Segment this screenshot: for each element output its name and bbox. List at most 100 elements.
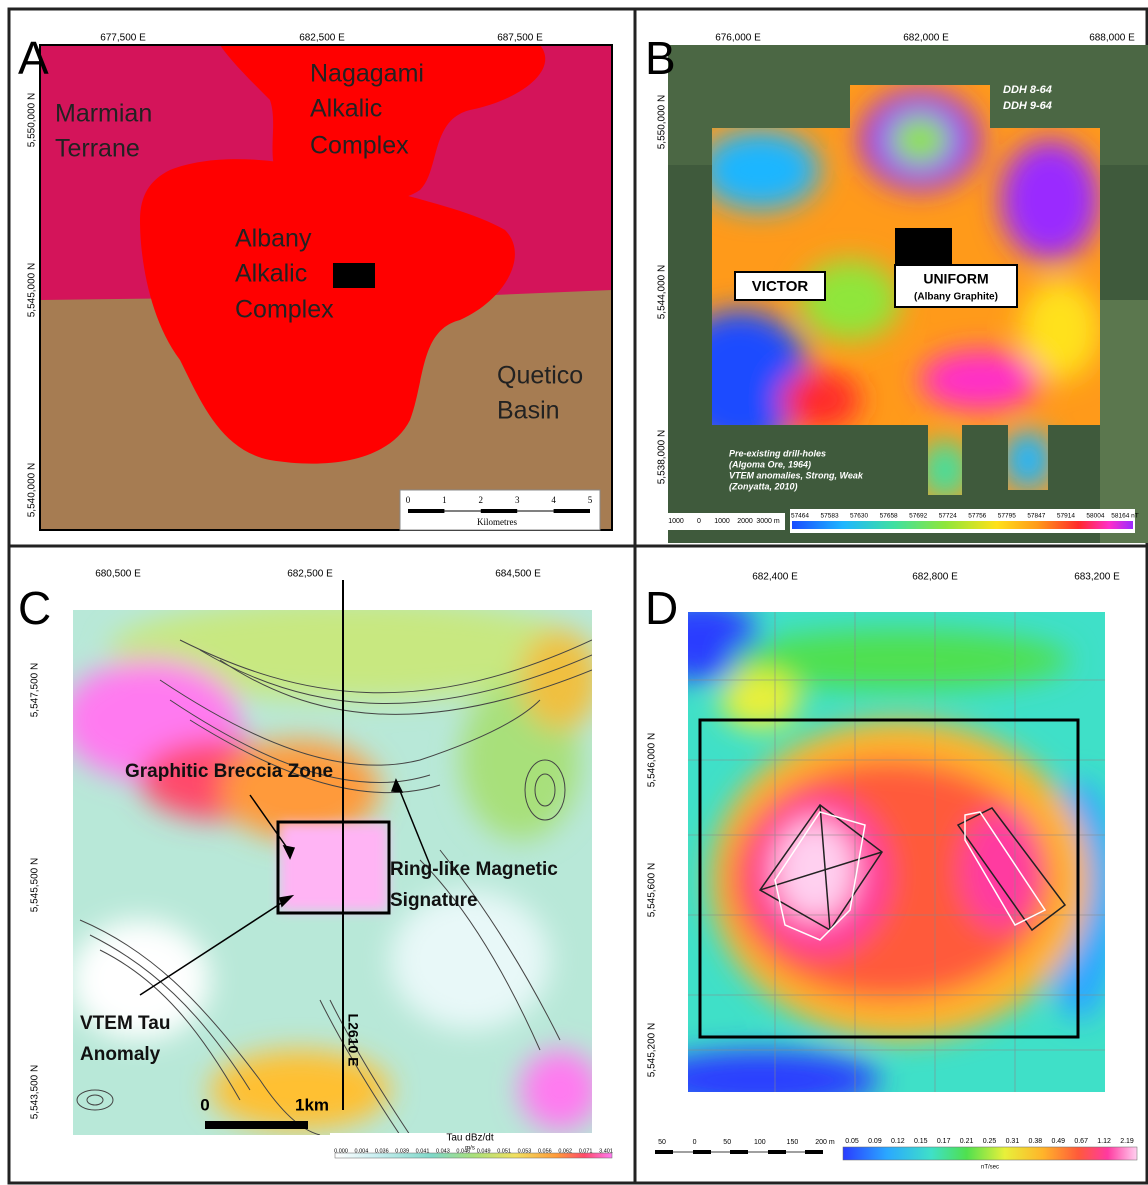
scale-label: 5 [588,495,593,505]
scale-label: 2000 [737,518,753,525]
y-coordinate: 5,550,000 N [657,95,668,150]
scale-label: 0.051 [497,1148,511,1154]
scale-label: 57583 [821,513,839,520]
scale-label: 0 [200,1095,209,1114]
scale-label: 50 [658,1139,666,1146]
colorbar-title: Tau dBz/dt [446,1133,493,1144]
annotation: VTEM Tau [80,1013,170,1034]
scale-label: 0.036 [375,1148,389,1154]
drill-hole-label: DDH 8-64 [1003,84,1052,96]
y-coordinate: 5,545,200 N [647,1023,658,1078]
scale-label: 2 [479,495,484,505]
target-label: UNIFORM [923,271,988,287]
target-label: VICTOR [752,278,809,295]
legend-text: VTEM anomalies, Strong, Weak [729,470,864,480]
scale-label: 57847 [1027,513,1045,520]
x-coordinate: 682,500 E [299,33,345,44]
x-coordinate: 682,800 E [912,572,958,583]
x-coordinate: 682,500 E [287,569,333,580]
region-label: Quetico [497,362,583,390]
scale-label: 58004 [1086,513,1104,520]
scale-label: 0.041 [416,1148,430,1154]
scale-label: 200 m [815,1139,835,1146]
panel-letter: A [18,32,49,84]
scale-label: 50 [723,1139,731,1146]
annotation: Anomaly [80,1044,161,1065]
scale-label: 57692 [909,513,927,520]
scale-label: 57756 [968,513,986,520]
line-label: L2610 E [345,1014,361,1067]
scale-label: 150 [787,1139,799,1146]
annotation: Graphitic Breccia Zone [125,761,333,782]
scale-label: 0.49 [1051,1138,1065,1145]
scale-label: 4 [551,495,556,505]
x-coordinate: 676,000 E [715,33,761,44]
annotation: Signature [390,890,478,911]
y-coordinate: 5,547,500 N [30,663,41,718]
y-coordinate: 5,545,600 N [647,863,658,918]
scale-label: 0.046 [456,1148,470,1154]
scale-label: 57914 [1057,513,1075,520]
target-note: (Albany Graphite) [914,292,998,303]
scale-label: 0.053 [518,1148,532,1154]
scale-label: 1000 [714,518,730,525]
y-coordinate: 5,543,500 N [30,1065,41,1120]
scale-label: 0.049 [477,1148,491,1154]
scale-label: 3.401 [599,1148,613,1154]
scale-label: 57658 [880,513,898,520]
scale-label: 3 [515,495,520,505]
region-label: Nagagami [310,60,424,88]
panel-letter: C [18,582,51,634]
scale-label: 58164 nT [1111,513,1138,520]
panel-letter: B [645,32,676,84]
scale-label: 0.17 [937,1138,951,1145]
y-coordinate: 5,545,000 N [27,263,38,318]
scale-label: 2.19 [1120,1138,1134,1145]
drill-hole-label: DDH 9-64 [1003,100,1052,112]
scale-label: 0.38 [1029,1138,1043,1145]
scale-label: 0.05 [845,1138,859,1145]
x-coordinate: 687,500 E [497,33,543,44]
scale-label: 0.67 [1074,1138,1088,1145]
region-label: Complex [235,296,334,324]
region-label: Marmian [55,100,152,128]
scale-label: 57795 [998,513,1016,520]
region-label: Basin [497,397,560,425]
y-coordinate: 5,550,000 N [27,93,38,148]
scale-label: 0.043 [436,1148,450,1154]
legend-text: (Algoma Ore, 1964) [729,459,811,469]
scale-label: 0.15 [914,1138,928,1145]
region-label: Alkalic [235,260,307,288]
scale-label: 0.12 [891,1138,905,1145]
scale-unit: Kilometres [477,517,517,527]
scale-label: 1.12 [1097,1138,1111,1145]
scale-label: 3000 m [756,518,780,525]
legend-text: Pre-existing drill-holes [729,448,826,458]
scale-label: 0.056 [538,1148,552,1154]
scale-label: 0.062 [558,1148,572,1154]
annotation: Ring-like Magnetic [390,859,558,880]
legend-text: (Zonyatta, 2010) [729,481,798,491]
y-coordinate: 5,545,500 N [30,858,41,913]
colorbar-unit: nT/sec [981,1165,999,1171]
scale-label: 57724 [939,513,957,520]
scale-label: 0.071 [579,1148,593,1154]
y-coordinate: 5,538,000 N [657,430,668,485]
scale-label: 1 [442,495,447,505]
x-coordinate: 677,500 E [100,33,146,44]
figure: A B C D 677,500 E 682,500 E 687,500 E 5,550,000… [0,0,1148,1185]
scale-label: 1km [295,1095,329,1114]
scale-label: 100 [754,1139,766,1146]
scale-label: 0.004 [355,1148,369,1154]
page: A B C D 677,500 E 682,500 E 687,500 E 5,550,000… [0,0,1148,1185]
region-label: Albany [235,225,312,253]
x-coordinate: 688,000 E [1089,33,1135,44]
y-coordinate: 5,540,000 N [27,463,38,518]
scale-label: 0 [693,1139,697,1146]
panel-letter: D [645,582,678,634]
scale-label: 57464 [791,513,809,520]
scale-label: 0.21 [960,1138,974,1145]
region-label: Complex [310,132,409,160]
dbdt-map [640,600,1137,1160]
scale-label: 0 [406,495,411,505]
